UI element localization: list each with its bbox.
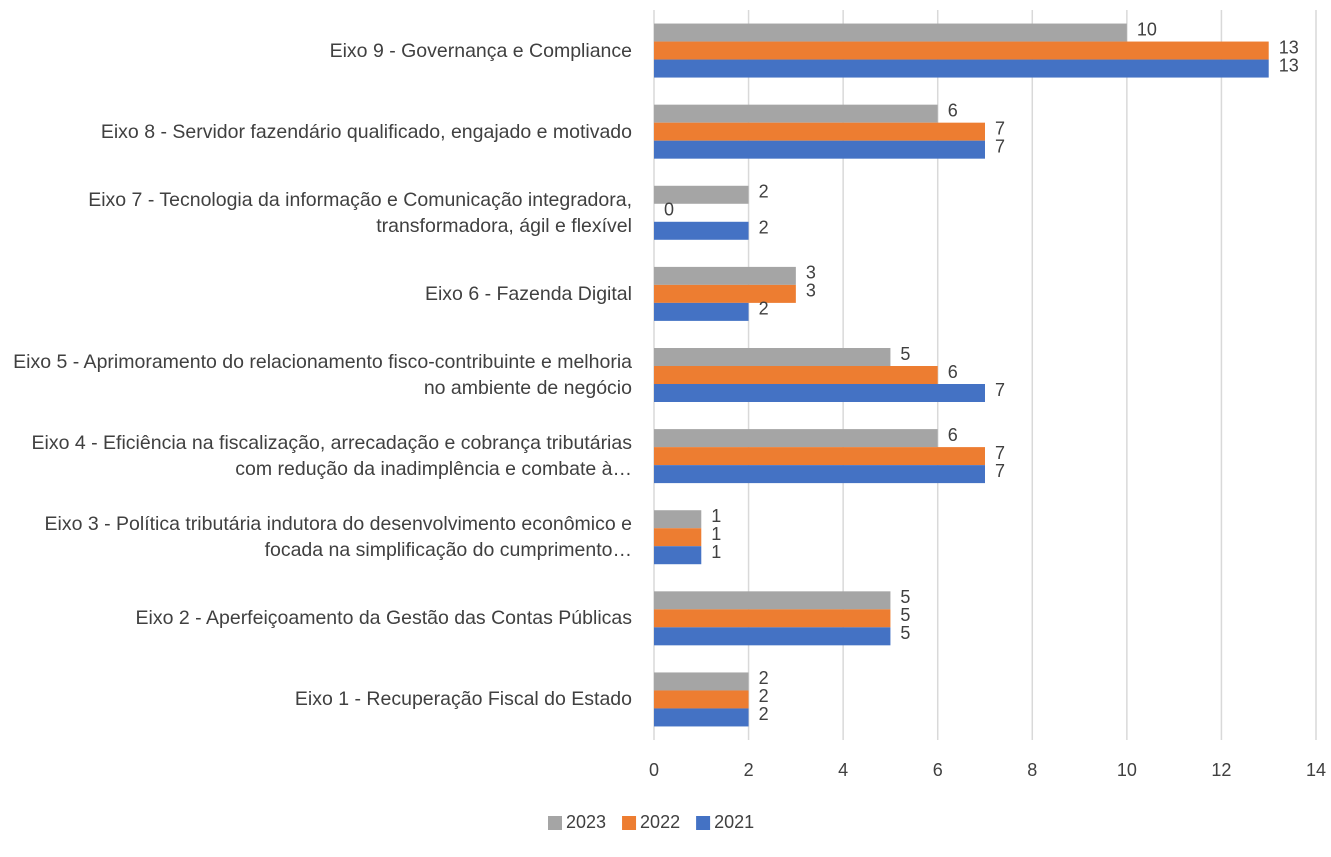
data-label: 2 [759, 182, 769, 202]
bar [654, 384, 985, 402]
legend-swatch [696, 816, 711, 830]
data-label: 2 [759, 668, 769, 688]
bar [654, 627, 891, 646]
legend-label: 2023 [566, 812, 606, 832]
bar [654, 221, 749, 240]
bar [654, 284, 796, 303]
data-label: 5 [900, 605, 910, 625]
bar [654, 41, 1269, 60]
category-label: Eixo 7 - Tecnologia da informação e Comu… [88, 188, 632, 237]
data-label: 7 [995, 118, 1005, 138]
bar [654, 59, 1269, 78]
bar [654, 510, 702, 529]
x-tick-label: 12 [1211, 760, 1231, 780]
bar [654, 546, 702, 565]
x-tick-label: 4 [838, 760, 848, 780]
data-label: 6 [948, 100, 958, 120]
category-label: Eixo 3 - Política tributária indutora do… [44, 513, 633, 562]
category-label: Eixo 6 - Fazenda Digital [424, 282, 632, 305]
data-label: 1 [711, 542, 721, 562]
data-label: 7 [995, 443, 1005, 463]
bar [654, 140, 985, 159]
bar [654, 672, 749, 691]
category-label: Eixo 1 - Recuperação Fiscal do Estado [294, 688, 632, 711]
bar [654, 302, 749, 321]
legend-swatch [622, 816, 637, 830]
x-tick-label: 0 [649, 760, 659, 780]
x-tick-label: 10 [1117, 760, 1137, 780]
bar [654, 690, 749, 709]
x-tick-label: 14 [1306, 760, 1326, 780]
legend-label: 2021 [714, 812, 754, 832]
data-label: 13 [1279, 37, 1299, 57]
bar [654, 122, 985, 141]
x-tick-label: 8 [1027, 760, 1037, 780]
bar [654, 429, 938, 448]
data-label: 2 [759, 218, 769, 238]
bar [654, 591, 891, 610]
bar [654, 23, 1127, 42]
bar [654, 266, 796, 285]
data-label: 13 [1279, 55, 1299, 75]
data-label: 5 [900, 587, 910, 607]
bar [654, 465, 985, 484]
bar [654, 185, 749, 204]
data-label: 7 [995, 461, 1005, 481]
bar [654, 528, 702, 547]
x-tick-label: 2 [744, 760, 754, 780]
bar [654, 708, 749, 727]
data-label: 5 [900, 623, 910, 643]
category-label: Eixo 5 - Aprimoramento do relacionamento… [13, 351, 632, 399]
data-label: 2 [759, 299, 769, 319]
data-label: 0 [664, 200, 674, 220]
data-label: 1 [711, 506, 721, 526]
data-label: 1 [711, 524, 721, 544]
data-label: 10 [1137, 19, 1157, 39]
legend-label: 2022 [640, 812, 680, 832]
data-label: 7 [995, 380, 1005, 400]
bar [654, 447, 985, 466]
category-label: Eixo 9 - Governança e Compliance [329, 39, 632, 62]
bar [654, 104, 938, 123]
data-label: 6 [948, 362, 958, 382]
category-label: Eixo 8 - Servidor fazendário qualificado… [100, 120, 632, 143]
data-label: 3 [806, 263, 816, 283]
data-label: 2 [759, 686, 769, 706]
bar [654, 348, 891, 366]
data-label: 6 [948, 425, 958, 445]
category-label: Eixo 2 - Aperfeiçoamento da Gestão das C… [135, 607, 632, 630]
data-label: 3 [806, 281, 816, 301]
bar [654, 366, 938, 384]
data-label: 7 [995, 136, 1005, 156]
bar [654, 609, 891, 628]
category-label: Eixo 4 - Eficiência na fiscalização, arr… [31, 432, 632, 481]
x-tick-label: 6 [933, 760, 943, 780]
data-label: 2 [759, 704, 769, 724]
data-label: 5 [900, 344, 910, 364]
legend-swatch [548, 816, 562, 830]
